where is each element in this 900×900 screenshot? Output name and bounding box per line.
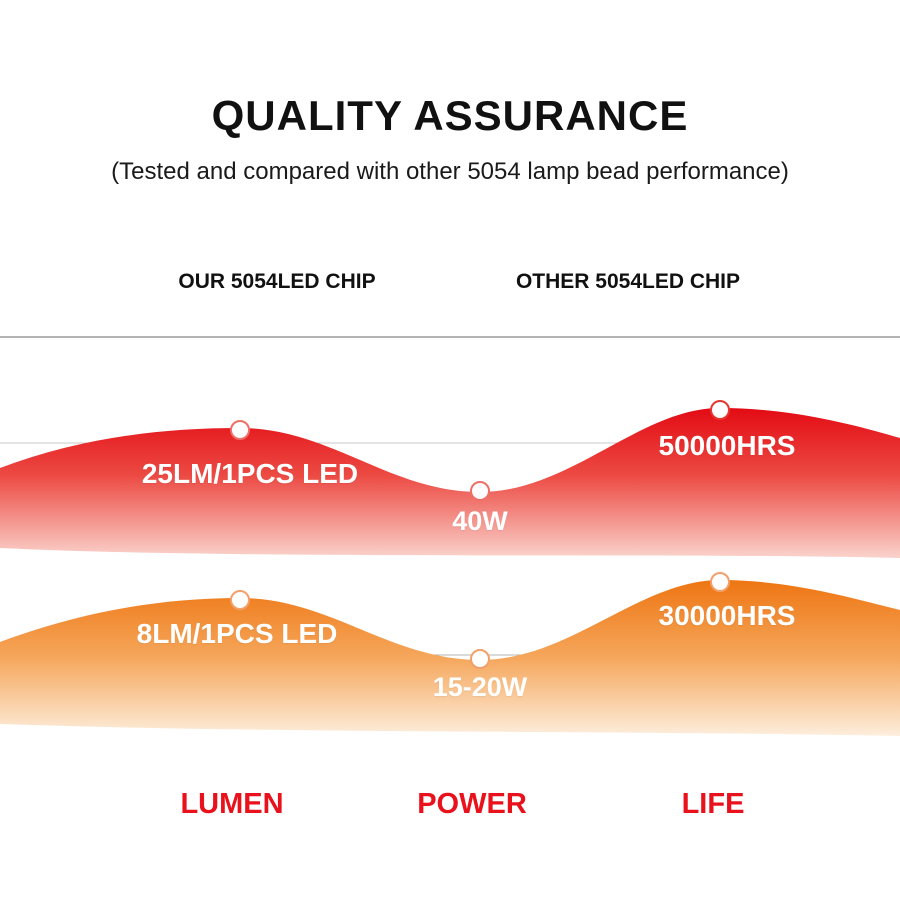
other-lumen-value: 8LM/1PCS LED xyxy=(136,618,338,649)
header-other-chip: OTHER 5054LED CHIP xyxy=(515,270,741,293)
header-our-chip: OUR 5054LED CHIP xyxy=(178,270,376,293)
our-lumen-value: 25LM/1PCS LED xyxy=(141,458,359,489)
our-life-marker-icon xyxy=(710,400,730,420)
our-chip-wave-area xyxy=(0,408,900,558)
axis-label-life: LIFE xyxy=(681,788,745,820)
other-power-value: 15-20W xyxy=(432,672,528,702)
page-subtitle: (Tested and compared with other 5054 lam… xyxy=(111,158,789,185)
other-power-marker-icon xyxy=(470,649,490,669)
page-title: QUALITY ASSURANCE xyxy=(211,92,689,139)
axis-label-lumen: LUMEN xyxy=(180,788,284,820)
other-life-value: 30000HRS xyxy=(658,600,796,631)
other-life-marker-icon xyxy=(710,572,730,592)
axis-label-power: POWER xyxy=(417,788,527,820)
our-power-marker-icon xyxy=(470,481,490,501)
other-lumen-marker-icon xyxy=(230,590,250,610)
our-life-value: 50000HRS xyxy=(658,430,796,461)
other-chip-wave-area xyxy=(0,580,900,736)
our-power-value: 40W xyxy=(452,506,508,536)
our-lumen-marker-icon xyxy=(230,420,250,440)
